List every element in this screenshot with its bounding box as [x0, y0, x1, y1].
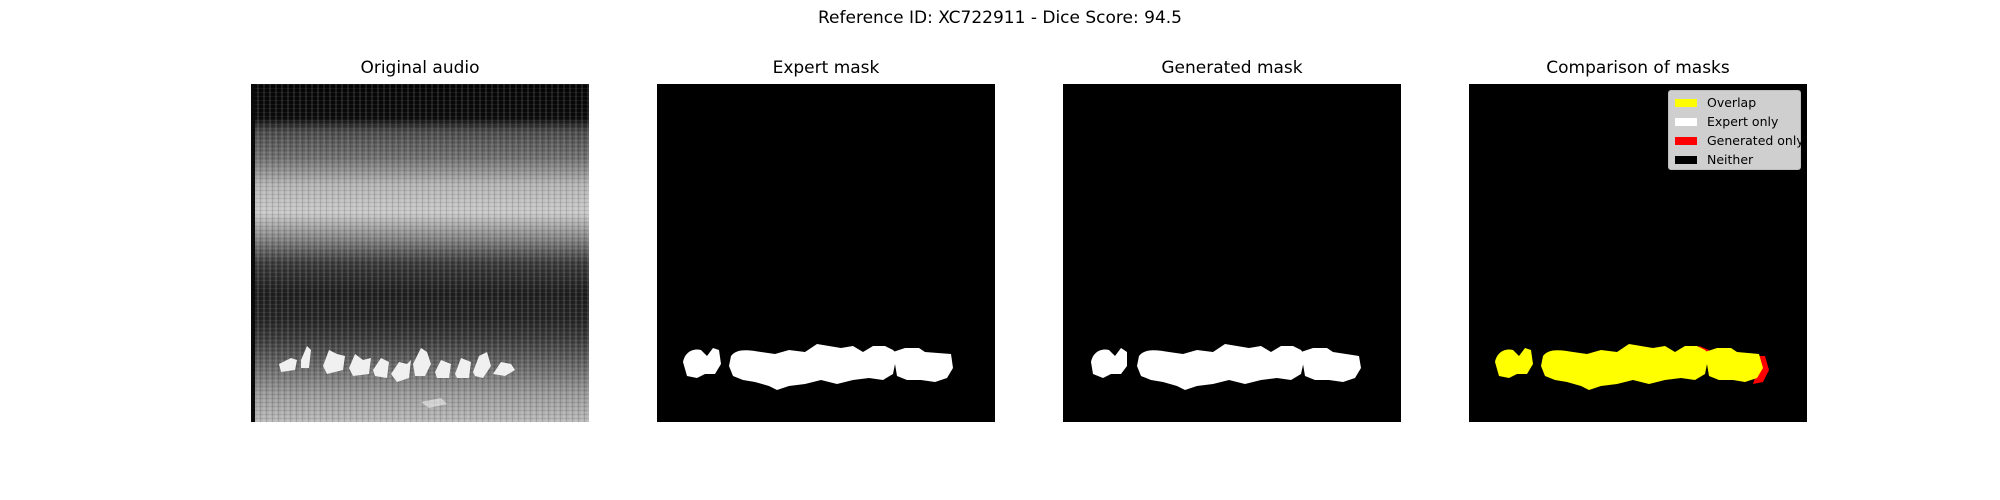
legend-label-generated-only: Generated only [1707, 133, 1804, 148]
comparison-image [1469, 84, 1807, 422]
panel-generated-mask: Generated mask [1063, 58, 1401, 422]
spectrogram-image [251, 84, 589, 422]
panel-title-comparison: Comparison of masks [1546, 58, 1730, 78]
legend: Overlap Expert only Generated only Neith… [1668, 90, 1804, 170]
legend-label-expert-only: Expert only [1707, 114, 1779, 129]
panel-original-audio: Original audio [251, 58, 589, 422]
legend-label-overlap: Overlap [1707, 95, 1757, 110]
spectrogram-call-syllables [279, 346, 515, 408]
legend-swatch-neither [1675, 155, 1697, 164]
legend-swatch-generated-only [1675, 136, 1697, 145]
generated-mask-region [1091, 344, 1361, 390]
panel-title-original-audio: Original audio [360, 58, 480, 78]
legend-entry-overlap: Overlap [1675, 93, 1800, 112]
panel-title-generated-mask: Generated mask [1161, 58, 1303, 78]
legend-swatch-overlap [1675, 98, 1697, 107]
legend-label-neither: Neither [1707, 152, 1754, 167]
legend-entry-generated-only: Generated only [1675, 131, 1804, 150]
overlap-region [1495, 344, 1763, 390]
figure-title: Reference ID: XC722911 - Dice Score: 94.… [818, 8, 1182, 28]
legend-entry-expert-only: Expert only [1675, 112, 1800, 131]
legend-swatch-expert-only [1675, 117, 1697, 126]
expert-mask-image [657, 84, 995, 422]
legend-entry-neither: Neither [1675, 150, 1800, 169]
expert-mask-region [683, 344, 953, 390]
panel-title-expert-mask: Expert mask [772, 58, 880, 78]
panel-expert-mask: Expert mask [657, 58, 995, 422]
panel-comparison-of-masks: Comparison of masks Overlap Expert only … [1469, 58, 1807, 422]
generated-mask-image [1063, 84, 1401, 422]
